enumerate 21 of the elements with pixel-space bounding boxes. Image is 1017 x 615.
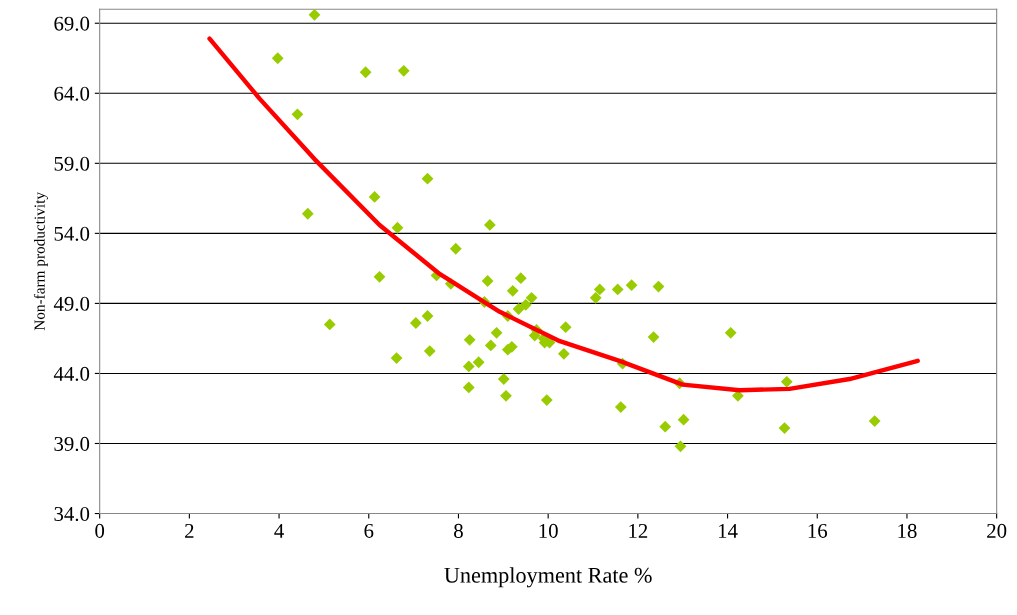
x-tick-label: 14 [718, 523, 738, 538]
x-tick-label: 12 [629, 523, 648, 538]
x-tick-label: 4 [274, 523, 284, 538]
x-axis-title: Unemployment Rate % [444, 567, 652, 588]
x-tick-label: 2 [185, 523, 194, 538]
x-tick-label: 10 [539, 523, 558, 538]
y-tick-label: 49.0 [53, 296, 90, 311]
x-tick-label: 6 [364, 523, 374, 538]
y-axis-title: Non-farm productivity [33, 192, 48, 331]
y-tick-label: 64.0 [54, 86, 90, 101]
y-tick-label: 54.0 [54, 226, 90, 241]
x-tick-label: 16 [808, 523, 828, 538]
y-tick-label: 39.0 [54, 436, 90, 452]
y-tick-label: 44.0 [53, 366, 90, 381]
x-tick-label: 8 [454, 523, 463, 538]
x-tick-label: 18 [898, 523, 917, 538]
y-tick-label: 34.0 [54, 506, 90, 522]
x-tick-label: 0 [95, 523, 105, 538]
y-tick-label: 59.0 [54, 156, 90, 171]
y-tick-label: 69.0 [54, 16, 90, 31]
x-tick-label: 20 [987, 523, 1007, 538]
